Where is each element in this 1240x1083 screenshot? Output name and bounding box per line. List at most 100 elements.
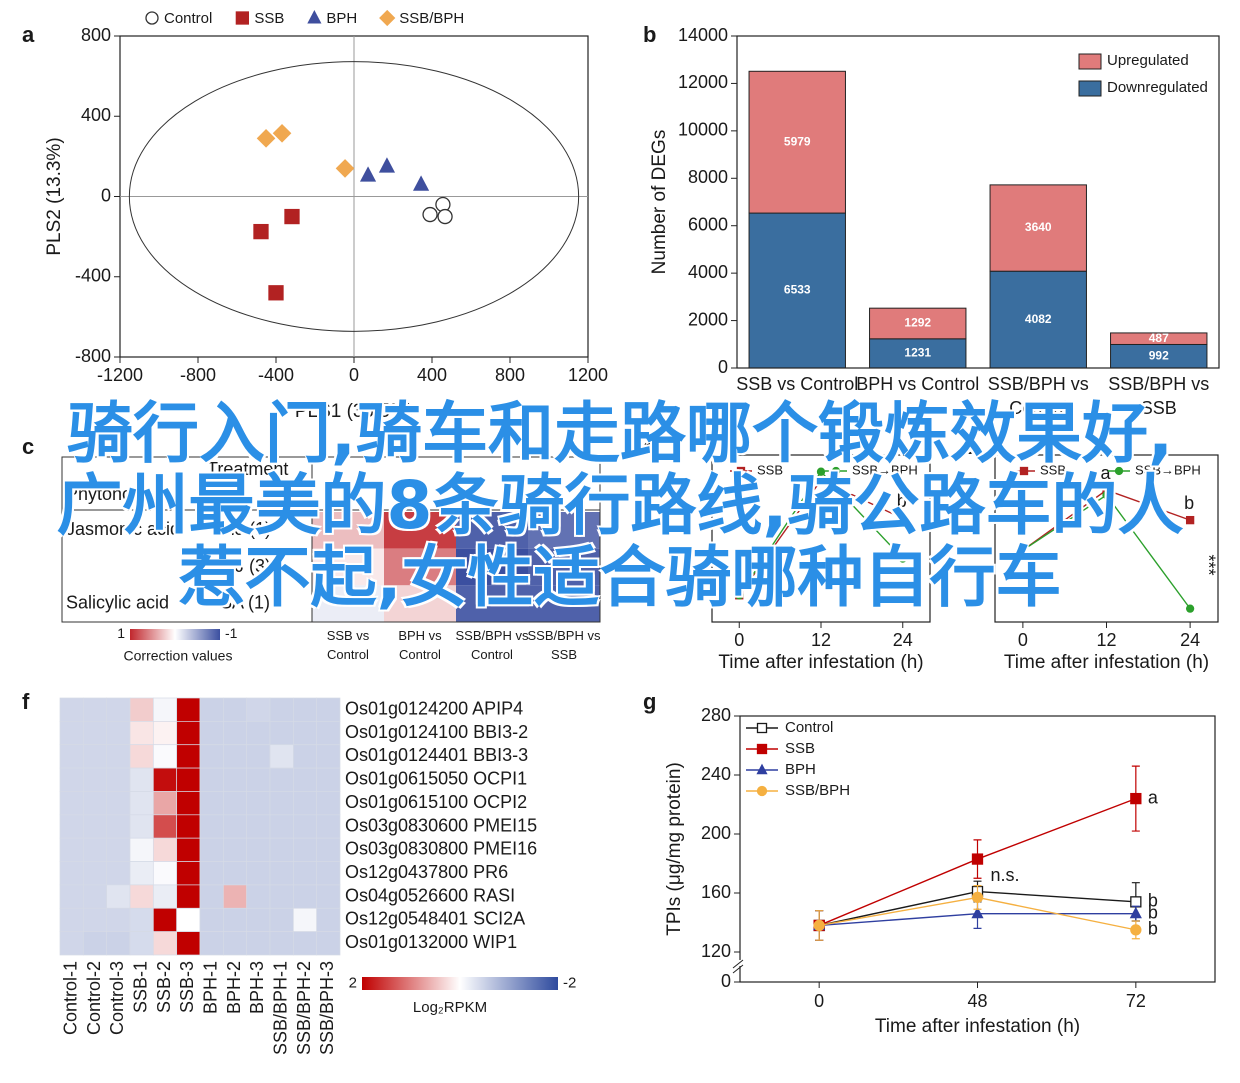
point bbox=[1102, 490, 1111, 500]
heatmap-cell bbox=[312, 512, 384, 549]
heatmap-cell bbox=[246, 884, 271, 909]
heatmap-cell bbox=[129, 907, 154, 932]
table-frame bbox=[61, 456, 601, 623]
row-group-label: Jasmonic acid bbox=[66, 519, 180, 539]
y-tick-label: 4000 bbox=[688, 262, 728, 282]
heatmap-cell bbox=[292, 721, 318, 746]
x-tick-label: -400 bbox=[258, 365, 294, 385]
heatmap-cell bbox=[292, 907, 318, 932]
heatmap-cell bbox=[222, 791, 248, 816]
point bbox=[1129, 906, 1142, 919]
heatmap-cell bbox=[316, 744, 341, 769]
row-label: MJ (3) bbox=[220, 556, 271, 576]
axis-break-mark bbox=[732, 964, 744, 974]
legend-swatch bbox=[1078, 53, 1102, 70]
heatmap-cell bbox=[316, 814, 341, 839]
column-label-box: BPH vs Control bbox=[398, 628, 442, 662]
point-label: b bbox=[1148, 891, 1158, 911]
value-label: 3640 bbox=[1025, 220, 1052, 234]
legend-swatch bbox=[1078, 80, 1102, 97]
heatmap-cell bbox=[199, 837, 224, 862]
row-label: MJ (1) bbox=[220, 519, 271, 539]
heatmap-cell bbox=[199, 767, 224, 792]
point bbox=[898, 554, 907, 563]
y-tick-label: -800 bbox=[75, 346, 111, 366]
heatmap-cell bbox=[528, 585, 600, 622]
column-label: BPH-3 bbox=[247, 961, 267, 1014]
column-label: BPH vs Control bbox=[398, 628, 442, 662]
column-label: BPH-2 bbox=[224, 961, 244, 1014]
heatmap-cell bbox=[456, 548, 528, 586]
legend-marker bbox=[756, 743, 768, 755]
heatmap-cell bbox=[269, 791, 294, 816]
heatmap-cell bbox=[269, 884, 294, 909]
axis-break-mark bbox=[732, 959, 744, 969]
heatmap-cell bbox=[316, 767, 341, 792]
heatmap-cell bbox=[59, 837, 84, 862]
heatmap-cell bbox=[106, 697, 131, 722]
x-tick-label-box: SSB/BPH vs Control bbox=[988, 374, 1089, 418]
heatmap-cell bbox=[152, 861, 178, 886]
bar-segment bbox=[869, 307, 967, 340]
legend-marker bbox=[235, 11, 250, 25]
heatmap-cell bbox=[222, 861, 248, 886]
heatmap-cell bbox=[246, 697, 271, 722]
heatmap-cell bbox=[82, 861, 108, 886]
point bbox=[1018, 546, 1028, 555]
heatmap-cell bbox=[176, 931, 201, 956]
colorbar bbox=[130, 629, 220, 640]
legend-label: SSB/BPH bbox=[399, 10, 464, 27]
row-label: Os01g0615050 OCPI1 bbox=[345, 769, 527, 789]
heatmap-cell bbox=[59, 861, 84, 886]
heatmap-cell bbox=[316, 721, 341, 746]
y-tick-label: 14000 bbox=[678, 25, 728, 45]
heatmap-cell bbox=[246, 837, 271, 862]
heatmap-cell bbox=[199, 931, 224, 956]
heatmap-cell bbox=[222, 697, 248, 722]
colorbar-tick-label: 1 bbox=[117, 625, 125, 641]
legend-marker bbox=[145, 11, 159, 25]
heatmap-cell bbox=[246, 907, 271, 932]
row-group-label: Salicylic acid bbox=[66, 592, 169, 612]
heatmap-cell bbox=[199, 721, 224, 746]
y-tick-label: 0 bbox=[101, 185, 111, 205]
y-tick-label: 240 bbox=[701, 764, 731, 784]
x-tick-label: 48 bbox=[967, 991, 987, 1011]
heatmap-cell bbox=[176, 837, 201, 862]
heatmap-cell bbox=[82, 767, 108, 792]
point-label: a bbox=[1101, 463, 1112, 483]
point bbox=[359, 166, 377, 182]
legend-label: SSB→BPH bbox=[852, 462, 918, 477]
heatmap-cell bbox=[269, 837, 294, 862]
heatmap-cell bbox=[222, 814, 248, 839]
legend-label: SSB→BPH bbox=[1135, 462, 1201, 477]
heatmap-cell bbox=[292, 791, 318, 816]
plot-frame bbox=[736, 35, 1220, 369]
point bbox=[256, 128, 276, 148]
heatmap-cell bbox=[316, 791, 341, 816]
heatmap-cell bbox=[129, 884, 154, 909]
heatmap-cell bbox=[292, 931, 318, 956]
x-tick-label: 800 bbox=[495, 365, 525, 385]
legend-marker bbox=[1019, 466, 1029, 476]
column-label: Control-2 bbox=[84, 961, 104, 1035]
legend-label: SSB bbox=[757, 462, 783, 477]
panel-letter: d bbox=[643, 434, 656, 459]
row-label: Os01g0124401 BBI3-3 bbox=[345, 745, 528, 765]
legend-label: SSB bbox=[785, 740, 815, 757]
heatmap-cell bbox=[152, 721, 178, 746]
value-label: 992 bbox=[1149, 348, 1169, 362]
heatmap-cell bbox=[129, 767, 154, 792]
heatmap-cell bbox=[222, 721, 248, 746]
confidence-ellipse bbox=[128, 61, 580, 332]
heatmap-cell bbox=[129, 697, 154, 722]
heatmap-cell bbox=[292, 861, 318, 886]
heatmap-cell bbox=[199, 861, 224, 886]
legend-label: Upregulated bbox=[1107, 52, 1189, 69]
x-tick-label: 400 bbox=[417, 365, 447, 385]
heatmap-cell bbox=[152, 814, 178, 839]
colorbar-label: Log₂RPKM bbox=[413, 999, 487, 1016]
overlay-title: 骑行入门,骑车和走路哪个锻炼效果好,广州最美的8条骑行路线,骑公路车的人惹不起,… bbox=[56, 395, 1184, 616]
point bbox=[335, 159, 355, 178]
x-tick-label: 24 bbox=[1180, 630, 1200, 650]
